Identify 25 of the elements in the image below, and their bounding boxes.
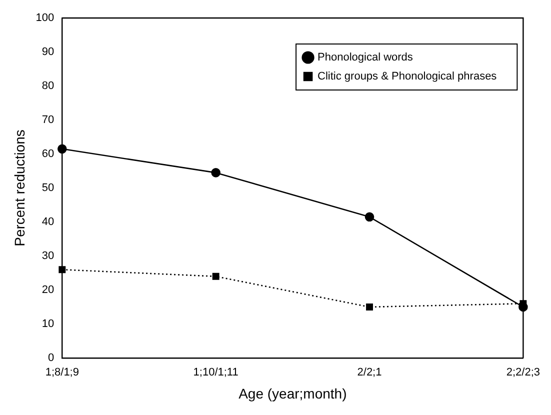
point — [211, 168, 220, 178]
y-tick-label: 100 — [36, 12, 54, 24]
x-tick-label: 2;2/2;3 — [506, 366, 540, 379]
point — [212, 272, 220, 280]
y-axis-title: Percent reductions — [11, 130, 28, 246]
y-tick-label: 60 — [42, 148, 54, 160]
y-tick-label: 50 — [42, 182, 54, 194]
point — [58, 266, 66, 274]
point — [364, 212, 374, 222]
y-tick-label: 30 — [42, 250, 54, 262]
y-tick-label: 80 — [42, 80, 54, 92]
y-tick-label: 10 — [42, 318, 54, 330]
legend-label: Phonological words — [318, 52, 414, 64]
point — [366, 304, 373, 310]
y-tick-label: 0 — [48, 352, 54, 364]
y-tick-label: 20 — [42, 284, 54, 296]
x-axis-title: Age (year;month) — [238, 385, 347, 402]
y-tick-label: 90 — [42, 46, 54, 58]
y-tick-label: 40 — [42, 216, 54, 228]
x-tick-label: 1;10/1;11 — [193, 366, 238, 379]
x-tick-label: 1;8/1;9 — [45, 366, 79, 379]
point — [58, 144, 67, 154]
y-tick-label: 70 — [42, 114, 54, 126]
legend-label: Clitic groups & Phonological phrases — [318, 70, 498, 83]
x-tick-label: 2/2;1 — [357, 366, 382, 379]
